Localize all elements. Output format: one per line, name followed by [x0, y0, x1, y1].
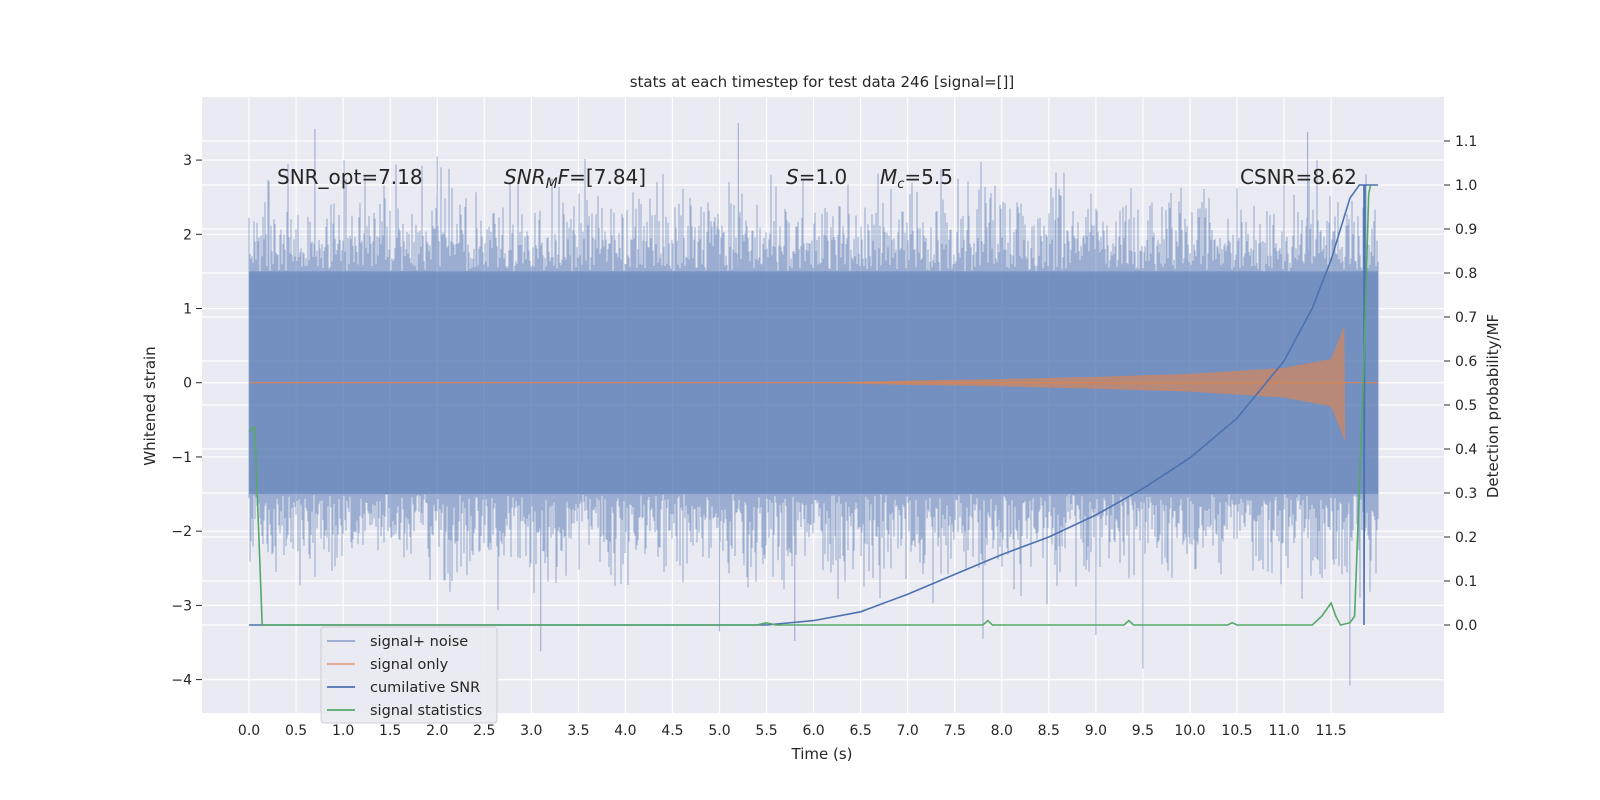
- y-tick-label: −2: [171, 524, 192, 540]
- x-tick-label: 11.5: [1316, 723, 1347, 739]
- x-tick-label: 8.0: [991, 723, 1013, 739]
- x-tick-label: 0.0: [238, 723, 260, 739]
- x-tick-label: 3.0: [520, 723, 542, 739]
- y2-tick-label: 0.1: [1455, 574, 1477, 590]
- x-tick-label: 10.0: [1174, 723, 1205, 739]
- legend-box: [320, 626, 498, 724]
- x-tick-label: 4.5: [661, 723, 683, 739]
- y2-tick-label: 0.2: [1455, 530, 1477, 546]
- y2-tick-label: 1.1: [1455, 134, 1477, 150]
- x-tick-label: 7.0: [897, 723, 919, 739]
- x-tick-label: 9.5: [1132, 723, 1154, 739]
- signal-statistics-line: [248, 184, 1372, 626]
- y2-axis-ticks: 1.1 1.0 0.9 0.8 0.7 0.6 0.5 0.4 0.3 0.2 0.1 0.0: [1444, 134, 1477, 634]
- legend-label: signal+ noise: [370, 634, 468, 650]
- x-tick-label: 10.5: [1221, 723, 1252, 739]
- y2-tick-label: 0.9: [1455, 222, 1477, 238]
- y2-tick-label: 0.7: [1455, 310, 1477, 326]
- x-tick-label: 11.0: [1268, 723, 1299, 739]
- y-axis-label: Whitened strain: [141, 346, 159, 465]
- x-axis-ticks: 0.0 0.5 1.0 1.5 2.0 2.5 3.0 3.5 4.0 4.5 5.0 5.5 6.0 6…: [238, 723, 1347, 739]
- y-tick-label: −1: [171, 450, 192, 466]
- y2-tick-label: 0.4: [1455, 442, 1477, 458]
- annotations: SNR_opt=7.18 CSNR=8.62 SNRMF=[7.84] S=1.0 Mc…: [277, 165, 1357, 192]
- y-tick-label: 2: [183, 227, 192, 243]
- x-tick-label: 8.5: [1038, 723, 1060, 739]
- y2-axis-label: Detection probability/MF: [1484, 314, 1502, 498]
- x-axis-label: Time (s): [791, 745, 853, 763]
- snr-mf-annotation: SNRMF=[7.84]: [504, 165, 646, 192]
- cumulative-snr-line: [249, 184, 1379, 626]
- signal-envelope: [249, 325, 1346, 443]
- x-tick-label: 6.5: [850, 723, 872, 739]
- legend-label: signal only: [370, 657, 449, 673]
- right-axis-series: [248, 184, 1379, 626]
- x-tick-label: 0.5: [285, 723, 307, 739]
- x-tick-label: 1.5: [379, 723, 401, 739]
- s-annotation: S=1.0: [786, 165, 847, 189]
- y-tick-label: −4: [171, 673, 192, 689]
- mc-annotation: Mc=5.5: [880, 165, 953, 192]
- y-tick-label: 1: [183, 302, 192, 318]
- noise-spikes: [248, 123, 1379, 686]
- signal-only-series: [249, 325, 1379, 443]
- y2-tick-label: 0.5: [1455, 398, 1477, 414]
- x-tick-label: 4.0: [614, 723, 636, 739]
- x-tick-label: 7.5: [944, 723, 966, 739]
- y-tick-label: 0: [183, 376, 192, 392]
- x-tick-label: 2.5: [473, 723, 495, 739]
- y2-tick-label: 0.0: [1455, 618, 1477, 634]
- y2-tick-label: 1.0: [1455, 178, 1477, 194]
- x-tick-label: 6.0: [802, 723, 824, 739]
- x-tick-label: 5.0: [708, 723, 730, 739]
- legend-label: signal statistics: [370, 703, 482, 719]
- y-axis-ticks: 3 2 1 0 −1 −2 −3 −4: [171, 153, 202, 689]
- x-tick-label: 1.0: [332, 723, 354, 739]
- x-tick-label: 2.0: [426, 723, 448, 739]
- y2-tick-label: 0.3: [1455, 486, 1477, 502]
- legend: signal+ noise signal only cumilative SNR si…: [320, 626, 498, 724]
- y-tick-label: −3: [171, 598, 192, 614]
- csnr-annotation: CSNR=8.62: [1240, 165, 1357, 189]
- x-tick-label: 5.5: [755, 723, 777, 739]
- x-tick-label: 9.0: [1085, 723, 1107, 739]
- x-tick-label: 3.5: [567, 723, 589, 739]
- snr-opt-annotation: SNR_opt=7.18: [277, 165, 423, 189]
- y-tick-label: 3: [183, 153, 192, 169]
- legend-label: cumilative SNR: [370, 680, 480, 696]
- y2-tick-label: 0.8: [1455, 266, 1477, 282]
- y2-tick-label: 0.6: [1455, 354, 1477, 370]
- chart-title: stats at each timestep for test data 246…: [630, 73, 1015, 91]
